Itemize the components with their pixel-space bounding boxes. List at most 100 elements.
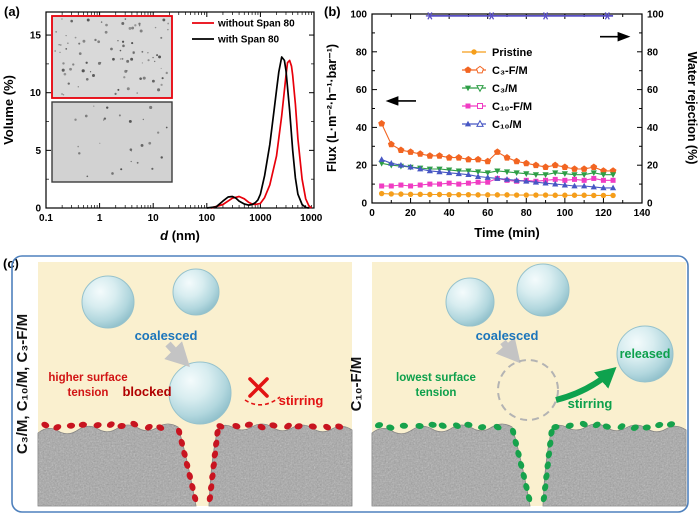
surfactant-dot [186, 472, 193, 480]
oil-droplets-left [81, 268, 232, 425]
surfactant-dot [525, 494, 533, 503]
surfactant-dot [630, 424, 639, 431]
surfactant-dot [117, 422, 126, 430]
x-mark-icon [248, 377, 269, 398]
oil-droplets-right [445, 263, 570, 327]
surfactant-dot [515, 449, 522, 458]
surfactant-dot [53, 424, 62, 431]
size-distribution-curve [206, 56, 309, 209]
flux-tick-label: 100 [350, 10, 367, 21]
flux-tick-label: 80 [356, 47, 368, 58]
surfactant-dot [642, 424, 651, 431]
surfactant-dot [551, 424, 560, 431]
x-tick-label: 0 [369, 208, 375, 219]
micrograph-inset [51, 15, 173, 99]
x-tick-label: 80 [521, 208, 533, 219]
x-tick-label: 1000 [249, 213, 272, 224]
legend-label: Pristine [492, 47, 532, 59]
surfactant-dot [93, 422, 102, 429]
released-droplet-outline [497, 359, 559, 421]
surfactant-dot [415, 422, 424, 430]
panel-c-border [11, 255, 689, 513]
surfactant-dot [547, 439, 554, 448]
legend-label: C₁₀/M [492, 119, 522, 131]
surfactant-dot [257, 423, 266, 431]
left-membranes-side-label: C₃/M, C₁₀/M, C₃-F/M [14, 314, 31, 454]
xlabel-italic-d: d [160, 228, 169, 243]
rejection-tick-label: 60 [647, 85, 659, 96]
stirring-release-arrow [555, 367, 617, 403]
stirring-label-right: stirring [568, 396, 613, 411]
surfactant-dot [210, 461, 217, 470]
panel-b-ylabel-right: Water rejection (%) [685, 52, 699, 165]
surfactant-dot [189, 483, 196, 491]
x-tick-label: 40 [444, 208, 456, 219]
higher-surface-tension-line1: higher surface [48, 372, 127, 384]
surfactant-dot [191, 494, 199, 503]
released-label: released [620, 347, 671, 361]
surfactant-dots-right [374, 420, 676, 503]
surfactant-dot [214, 428, 221, 437]
surfactant-dots-left [41, 420, 344, 503]
blocked-oil-droplet [168, 361, 232, 425]
surfactant-dot [655, 421, 664, 429]
rejection-tick-label: 40 [647, 123, 659, 134]
panel-b-xlabel: Time (min) [474, 225, 540, 240]
surfactant-dot [41, 421, 50, 429]
y-tick-label: 10 [30, 88, 42, 99]
blocked-label: blocked [122, 384, 171, 399]
panel-c-diagram: (c) C₃/M, C₁₀/M, C₃-F/M C₁₀-F/M coalesce… [3, 255, 689, 513]
legend-label: C₁₀-F/M [492, 101, 532, 113]
surfactant-dot [144, 423, 153, 431]
surfactant-dot [548, 428, 555, 437]
surfactant-dot [493, 423, 502, 431]
panel-a-label: (a) [4, 4, 20, 19]
legend-label: C₃/M [492, 83, 517, 95]
x-tick-label: 100 [557, 208, 574, 219]
higher-surface-tension-line2: tension [68, 387, 109, 399]
surfactant-dot [545, 450, 553, 459]
panel-a-xlabel: d (nm) [160, 228, 200, 243]
x-tick-label: 120 [595, 208, 612, 219]
x-tick-label: 10 [148, 213, 160, 224]
surfactant-dot [386, 424, 395, 431]
lowest-surface-tension-line1: lowest surface [396, 372, 476, 384]
oil-droplet [445, 277, 495, 327]
stirring-label-left: stirring [279, 393, 324, 408]
oil-droplet [516, 263, 570, 317]
surfactant-dot [156, 424, 165, 431]
x-tick-label: 20 [405, 208, 417, 219]
surfactant-dot [178, 438, 185, 447]
surfactant-dot [106, 421, 115, 428]
flux-tick-label: 0 [361, 199, 367, 210]
lowest-surface-tension-line2: tension [416, 387, 457, 399]
surfactant-dot [509, 427, 517, 436]
flux-tick-label: 20 [356, 161, 368, 172]
x-tick-label: 0.1 [39, 213, 53, 224]
rejection-tick-label: 0 [647, 199, 653, 210]
surfactant-dot [284, 422, 292, 430]
released-oil-droplet [616, 325, 674, 383]
surfactant-dot [478, 424, 487, 431]
x-tick-label: 140 [634, 208, 651, 219]
coalesced-label-left: coalesced [135, 328, 198, 343]
surfactant-dot [543, 472, 550, 481]
surfactant-dot [452, 422, 461, 429]
oil-droplet [81, 275, 135, 329]
y-tick-label: 15 [30, 31, 42, 42]
surfactant-dot [464, 421, 473, 428]
legend-label: C₃-F/M [492, 65, 528, 77]
surfactant-dot [523, 483, 530, 491]
surfactant-dot [269, 422, 278, 429]
right-membrane-side-label: C₁₀-F/M [348, 357, 365, 412]
surfactant-dot [542, 483, 549, 492]
surfactant-dot [66, 422, 76, 429]
coalesced-label-right: coalesced [476, 328, 539, 343]
flux-tick-label: 40 [356, 123, 368, 134]
flux-tick-label: 60 [356, 85, 368, 96]
y-tick-label: 0 [35, 204, 41, 215]
